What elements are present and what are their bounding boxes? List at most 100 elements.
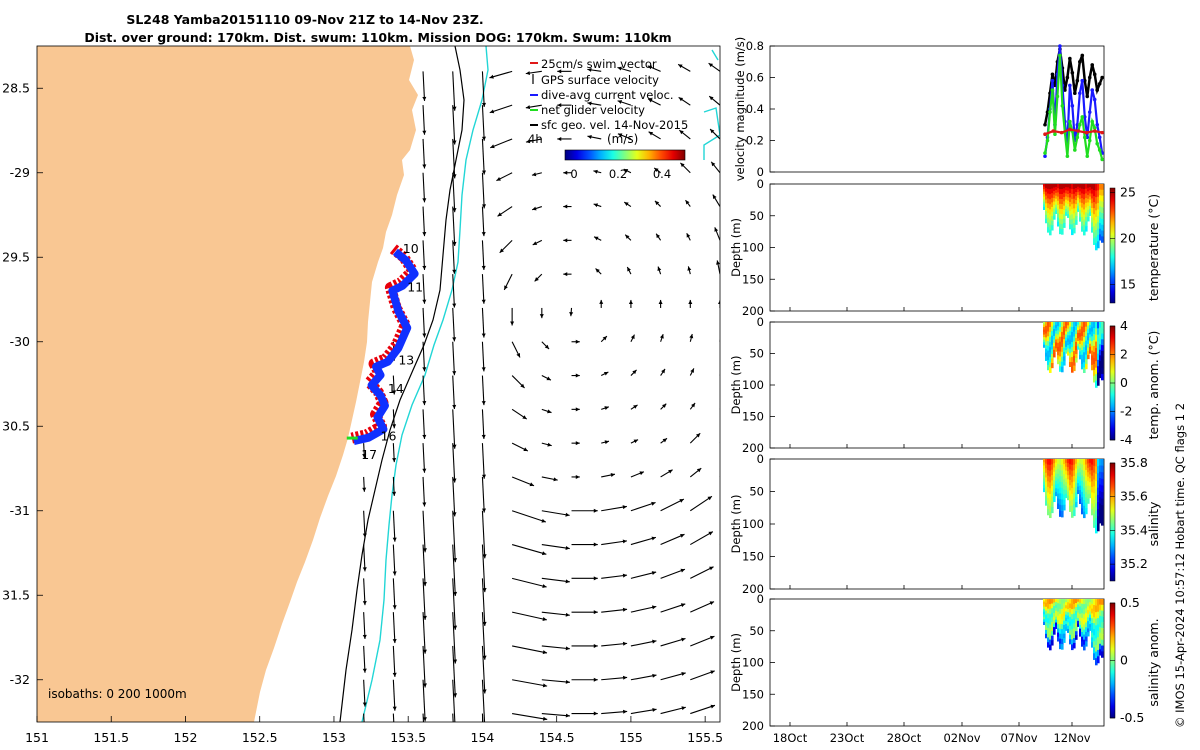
section-cell bbox=[1085, 603, 1088, 609]
section-cell bbox=[1075, 220, 1078, 225]
geo-velocity-arrow bbox=[452, 307, 455, 342]
day-label: 14 bbox=[388, 381, 404, 396]
section-y-tick: 150 bbox=[742, 687, 764, 701]
section-cell bbox=[1085, 363, 1088, 370]
geo-velocity-arrow bbox=[422, 71, 426, 101]
section-cell bbox=[1073, 213, 1076, 219]
section-cell bbox=[1045, 618, 1048, 623]
map-x-axis: 151 151.5 152 152.5 153 153.5 154 154.5 155 155.5 bbox=[25, 716, 723, 745]
section-cell bbox=[1053, 322, 1056, 327]
section-cell bbox=[1053, 187, 1056, 192]
colorbar-label: temp. anom. (°C) bbox=[1146, 331, 1161, 440]
section-cell bbox=[1049, 609, 1052, 615]
section-cell bbox=[1051, 358, 1054, 364]
section-cell bbox=[1101, 505, 1104, 513]
geo-velocity-arrow bbox=[422, 307, 426, 338]
geo-velocity-arrow bbox=[363, 645, 366, 673]
geo-velocity-arrowhead bbox=[617, 100, 623, 104]
geo-velocity-arrowhead bbox=[362, 668, 367, 673]
geo-velocity-arrowhead bbox=[499, 248, 504, 253]
section-cell bbox=[1055, 204, 1058, 209]
geo-velocity-arrowhead bbox=[708, 531, 713, 536]
geo-velocity-arrowhead bbox=[738, 600, 742, 604]
geo-velocity-arrowhead bbox=[392, 458, 397, 463]
section-cell bbox=[1051, 617, 1054, 623]
section-cell bbox=[1089, 343, 1092, 348]
map-y-tick: 28.5 bbox=[2, 80, 30, 95]
section-cell bbox=[1085, 486, 1088, 493]
velocity-point bbox=[1068, 56, 1072, 61]
map-y-tick: -31 bbox=[10, 503, 30, 518]
geo-velocity-arrow bbox=[422, 341, 426, 372]
section-cell bbox=[1079, 628, 1082, 633]
section-cell bbox=[1093, 190, 1096, 197]
section-cell bbox=[1091, 475, 1094, 482]
section-cell bbox=[1073, 184, 1076, 190]
section-cell bbox=[1075, 619, 1078, 624]
velocity-point bbox=[1050, 72, 1055, 77]
section-cell bbox=[1081, 599, 1084, 605]
section-cell bbox=[1051, 621, 1054, 628]
geo-velocity-arrowhead bbox=[681, 706, 686, 711]
section-cell bbox=[1077, 462, 1080, 467]
section-cell bbox=[1059, 623, 1062, 630]
section-cell bbox=[1071, 493, 1074, 501]
section-cell bbox=[1047, 608, 1050, 615]
section-cell bbox=[1055, 348, 1058, 352]
section-cell bbox=[1049, 499, 1052, 507]
section-cell bbox=[1085, 622, 1088, 628]
section-cell bbox=[1079, 213, 1082, 218]
section-cell bbox=[1101, 207, 1104, 214]
geo-velocity-arrow bbox=[719, 338, 720, 342]
geo-velocity-arrowhead bbox=[610, 473, 615, 477]
section-cell bbox=[1083, 470, 1086, 478]
section-y-tick: 50 bbox=[749, 209, 764, 223]
section-cell bbox=[1097, 340, 1100, 348]
section-cell bbox=[1077, 340, 1080, 345]
section-cell bbox=[1083, 494, 1086, 501]
section-cell bbox=[1077, 472, 1080, 477]
section-cell bbox=[1047, 475, 1050, 482]
section-cell bbox=[1101, 639, 1104, 647]
section-cell bbox=[1101, 236, 1104, 243]
section-cell bbox=[1067, 184, 1070, 188]
section-cell bbox=[1073, 341, 1076, 347]
section-cell bbox=[1081, 202, 1084, 209]
geo-velocity-arrowhead bbox=[633, 439, 639, 444]
section-cell bbox=[1045, 199, 1048, 204]
section-y-tick: 200 bbox=[742, 441, 764, 455]
geo-velocity-arrow bbox=[392, 645, 396, 677]
geo-velocity-arrowhead bbox=[656, 233, 661, 239]
geo-velocity-arrow bbox=[422, 443, 426, 473]
section-cell bbox=[1087, 632, 1090, 637]
velocity-point bbox=[1065, 75, 1070, 80]
section-cell bbox=[1077, 203, 1080, 207]
section-cell bbox=[1055, 342, 1058, 346]
geo-velocity-arrow bbox=[392, 679, 396, 711]
colorbar-tick: 35.6 bbox=[1120, 489, 1148, 504]
velocity-point bbox=[1068, 127, 1072, 132]
section-cell bbox=[1085, 502, 1088, 509]
section-cell bbox=[1071, 464, 1074, 472]
geo-velocity-arrowhead bbox=[539, 314, 544, 319]
section-cell bbox=[1081, 336, 1084, 342]
section-cell bbox=[1081, 359, 1084, 365]
section-cell bbox=[1091, 222, 1094, 228]
section-cell bbox=[1045, 322, 1048, 327]
geo-velocity-arrowhead bbox=[689, 333, 694, 339]
geo-velocity-arrow bbox=[452, 172, 456, 213]
section-cell bbox=[1071, 352, 1074, 358]
section-cell bbox=[1087, 459, 1090, 465]
section-cell bbox=[1047, 198, 1050, 204]
section-cell bbox=[1073, 608, 1076, 615]
section-cell bbox=[1065, 184, 1068, 188]
geo-velocity-arrow bbox=[511, 544, 547, 555]
section-cell bbox=[1053, 616, 1056, 621]
geo-velocity-arrowhead bbox=[718, 299, 720, 304]
section-cell bbox=[1051, 635, 1054, 641]
geo-velocity-arrowhead bbox=[565, 713, 570, 718]
section-cell bbox=[1057, 488, 1060, 495]
section-cell bbox=[1043, 475, 1046, 480]
section-cell bbox=[1069, 459, 1072, 465]
